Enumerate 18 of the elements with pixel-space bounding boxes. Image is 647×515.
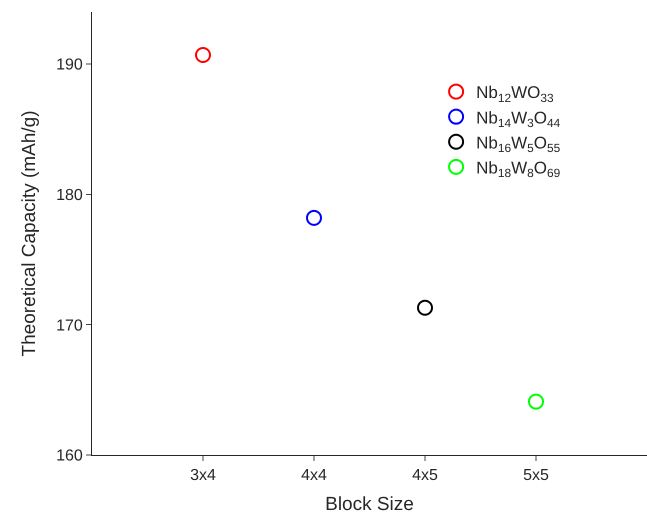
legend-label: Nb$_{16}$W$_{5}$O$_{55}$ (476, 133, 561, 155)
y-tick-label: 160 (56, 448, 83, 465)
legend-label: Nb$_{12}$WO$_{33}$ (476, 83, 554, 105)
x-tick-label: 4x4 (301, 467, 327, 484)
y-tick-label: 190 (56, 56, 83, 74)
legend-label: Nb$_{14}$W$_{3}$O$_{44}$ (476, 108, 561, 130)
point (417, 300, 433, 316)
point (195, 47, 211, 63)
x-tick-label: 3x4 (190, 467, 216, 484)
x-tick-label: 5x5 (523, 467, 549, 484)
x-axis-title: Block Size (325, 494, 414, 515)
x-tick-label: 4x5 (412, 467, 438, 484)
point (306, 210, 322, 226)
y-axis-title: Theoretical Capacity (mAh/g) (18, 110, 40, 357)
y-tick-label: 180 (56, 187, 83, 204)
y-tick-label: 170 (56, 317, 83, 334)
point (528, 394, 544, 410)
legend-label: Nb$_{18}$W$_{8}$O$_{69}$ (476, 158, 561, 180)
